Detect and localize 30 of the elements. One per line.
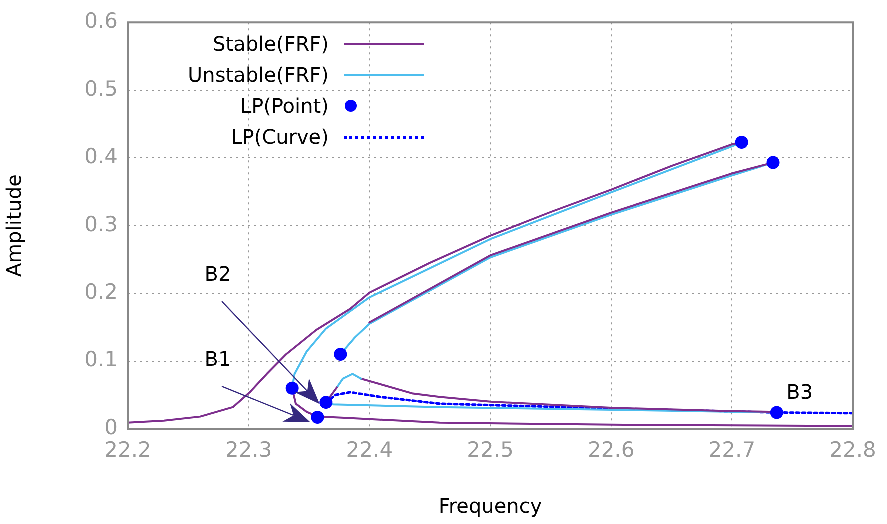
point <box>735 136 748 149</box>
x-tick-label: 22.3 <box>225 438 272 462</box>
annotation: B1 <box>204 346 232 371</box>
y-tick-label: 0.4 <box>84 144 118 169</box>
point <box>766 156 780 170</box>
annotation: B3 <box>786 380 814 404</box>
legend-label: LP(Point) <box>240 94 329 118</box>
point <box>311 410 324 424</box>
legend-label: Unstable(FRF) <box>188 63 329 88</box>
y-tick-label: 0.3 <box>84 212 118 236</box>
y-tick-label: 0.1 <box>84 348 118 372</box>
x-tick-label: 22.5 <box>467 438 514 462</box>
y-tick-label: 0.5 <box>84 76 118 101</box>
x-tick-label: 22.4 <box>346 438 394 462</box>
legend-label: LP(Curve) <box>231 125 329 150</box>
x-tick-label: 22.7 <box>708 438 756 462</box>
point <box>320 396 333 410</box>
y-tick-label: 0.6 <box>84 9 118 34</box>
legend-label: Stable(FRF) <box>213 32 329 56</box>
point <box>770 406 784 420</box>
point <box>286 382 299 395</box>
y-tick-label: 0.2 <box>84 280 118 304</box>
y-axis-title: Amplitude <box>2 174 26 278</box>
annotation: B2 <box>204 262 232 286</box>
x-tick-label: 22.6 <box>588 438 635 462</box>
point <box>334 348 348 361</box>
y-tick-label: 0 <box>104 415 118 440</box>
x-tick-label: 22.2 <box>104 438 152 462</box>
x-axis-title: Frequency <box>438 494 542 518</box>
x-tick-label: 22.8 <box>830 438 876 462</box>
